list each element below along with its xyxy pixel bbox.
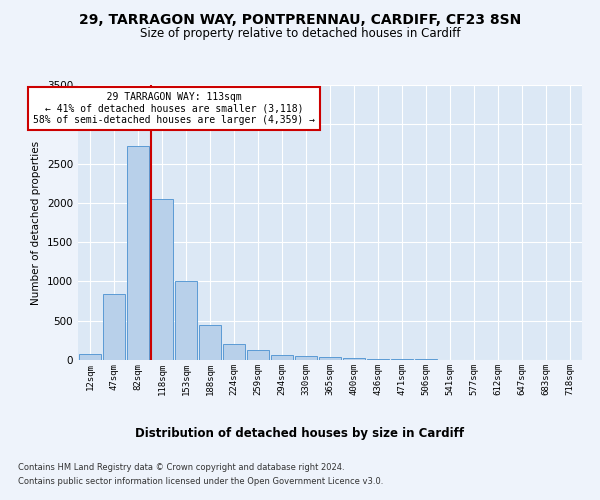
Bar <box>127 146 149 360</box>
Bar <box>199 324 221 360</box>
Bar <box>271 354 293 360</box>
Bar <box>343 358 365 360</box>
Text: Size of property relative to detached houses in Cardiff: Size of property relative to detached ho… <box>140 28 460 40</box>
Bar <box>295 356 317 360</box>
Bar <box>223 344 245 360</box>
Bar <box>151 199 173 360</box>
Y-axis label: Number of detached properties: Number of detached properties <box>31 140 41 304</box>
Bar <box>79 354 101 360</box>
Text: 29, TARRAGON WAY, PONTPRENNAU, CARDIFF, CF23 8SN: 29, TARRAGON WAY, PONTPRENNAU, CARDIFF, … <box>79 12 521 26</box>
Bar <box>247 350 269 360</box>
Text: Distribution of detached houses by size in Cardiff: Distribution of detached houses by size … <box>136 428 464 440</box>
Bar <box>391 359 413 360</box>
Text: 29 TARRAGON WAY: 113sqm   
← 41% of detached houses are smaller (3,118)
58% of s: 29 TARRAGON WAY: 113sqm ← 41% of detache… <box>33 92 315 125</box>
Bar <box>319 357 341 360</box>
Bar <box>103 294 125 360</box>
Bar <box>175 282 197 360</box>
Text: Contains public sector information licensed under the Open Government Licence v3: Contains public sector information licen… <box>18 477 383 486</box>
Bar <box>367 359 389 360</box>
Text: Contains HM Land Registry data © Crown copyright and database right 2024.: Contains HM Land Registry data © Crown c… <box>18 464 344 472</box>
